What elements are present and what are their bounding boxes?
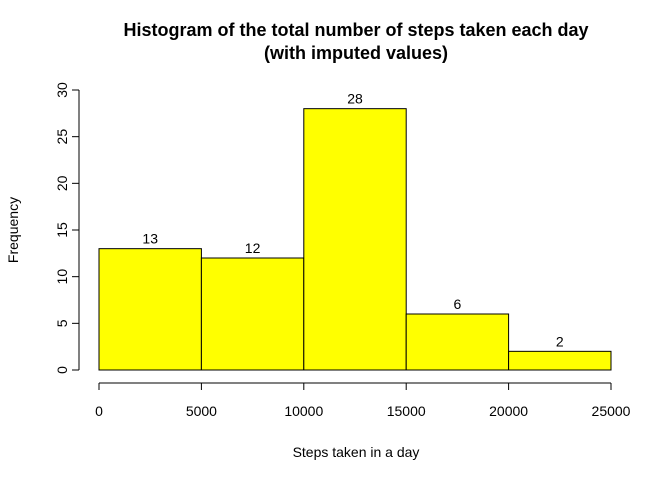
y-tick-label: 0 [54,366,70,374]
x-axis-label: Steps taken in a day [293,444,420,460]
histogram-bar [405,313,510,371]
chart-title: Histogram of the total number of steps t… [123,20,588,40]
bar-count-label: 12 [245,240,261,256]
bar-count-label: 6 [454,296,462,312]
x-tick-label: 10000 [284,403,323,419]
y-tick-label: 30 [54,82,70,98]
bar-count-label: 28 [347,91,363,107]
histogram-bar [98,248,202,371]
x-axis: 0 5000 10000 15000 20000 25000 [95,382,631,419]
y-tick-label: 15 [54,222,70,238]
y-tick-label: 20 [54,175,70,191]
bar-labels-group: 13 12 28 6 2 [142,91,563,350]
x-tick-label: 25000 [592,403,631,419]
y-tick-label: 10 [54,269,70,285]
y-tick-label: 5 [54,319,70,327]
histogram-bar [508,350,612,371]
x-tick-label: 20000 [489,403,528,419]
y-axis: 0 5 10 15 20 25 30 [54,82,80,374]
x-tick-label: 15000 [387,403,426,419]
y-tick-label: 25 [54,129,70,145]
y-axis-label: Frequency [5,197,21,263]
histogram-bar [303,108,407,371]
chart-subtitle: (with imputed values) [264,43,448,63]
x-tick-label: 5000 [186,403,217,419]
bar-count-label: 13 [142,231,158,247]
histogram-bar [200,257,305,371]
bar-count-label: 2 [556,333,564,349]
x-tick-label: 0 [95,403,103,419]
bars-group [98,108,612,371]
